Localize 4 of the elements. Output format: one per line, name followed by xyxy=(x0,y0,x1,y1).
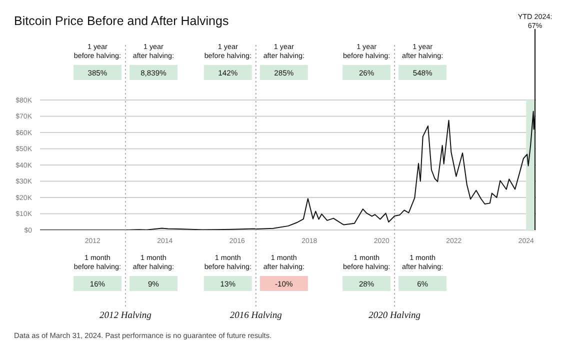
chart-title: Bitcoin Price Before and After Halvings xyxy=(14,14,229,28)
ref-line-label: 2020 Halving xyxy=(368,311,421,321)
ref-line-label: 2012 Halving xyxy=(99,311,152,321)
ref-line-label: 2016 Halving xyxy=(230,311,282,321)
